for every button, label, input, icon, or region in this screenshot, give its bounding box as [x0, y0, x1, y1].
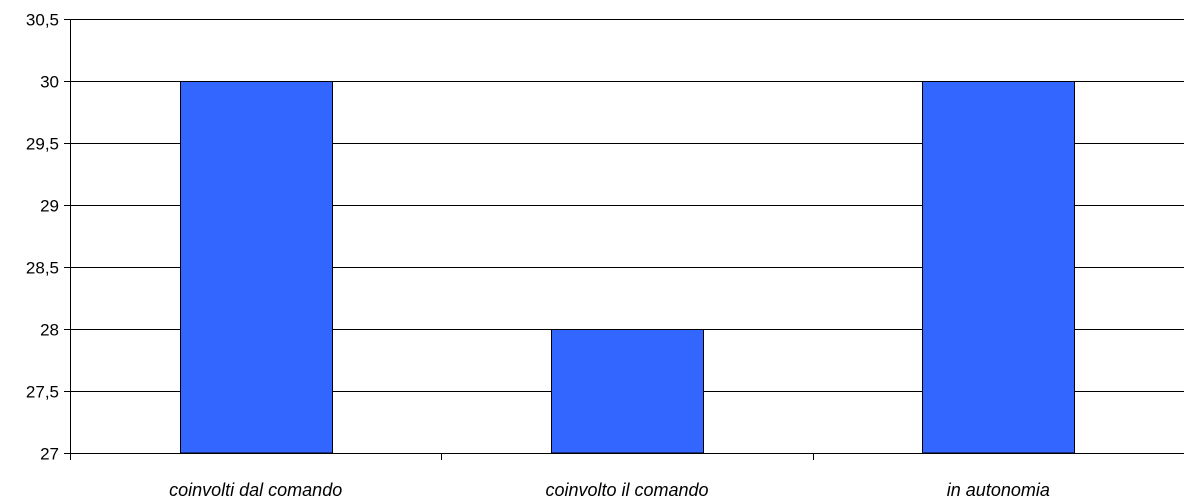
y-tick-label: 28,5 — [26, 259, 59, 278]
y-tick-label: 28 — [40, 321, 59, 340]
x-category-label: coinvolto il comando — [545, 480, 708, 499]
x-category-label: coinvolti dal comando — [169, 480, 342, 499]
labels: 27 27,5 28 28,5 29 29,5 30 30,5 coinvolti dal co… — [26, 11, 1050, 499]
axes — [64, 19, 1184, 460]
y-tick-label: 27 — [40, 445, 59, 464]
bar — [180, 81, 333, 454]
y-tick-label: 30 — [40, 73, 59, 92]
x-category-label: in autonomia — [947, 480, 1050, 499]
bar — [551, 329, 704, 454]
y-tick-label: 29 — [40, 197, 59, 216]
y-tick-label: 27,5 — [26, 383, 59, 402]
y-tick-label: 29,5 — [26, 135, 59, 154]
y-tick-label: 30,5 — [26, 11, 59, 30]
bar — [922, 81, 1075, 454]
bars — [180, 81, 1075, 454]
